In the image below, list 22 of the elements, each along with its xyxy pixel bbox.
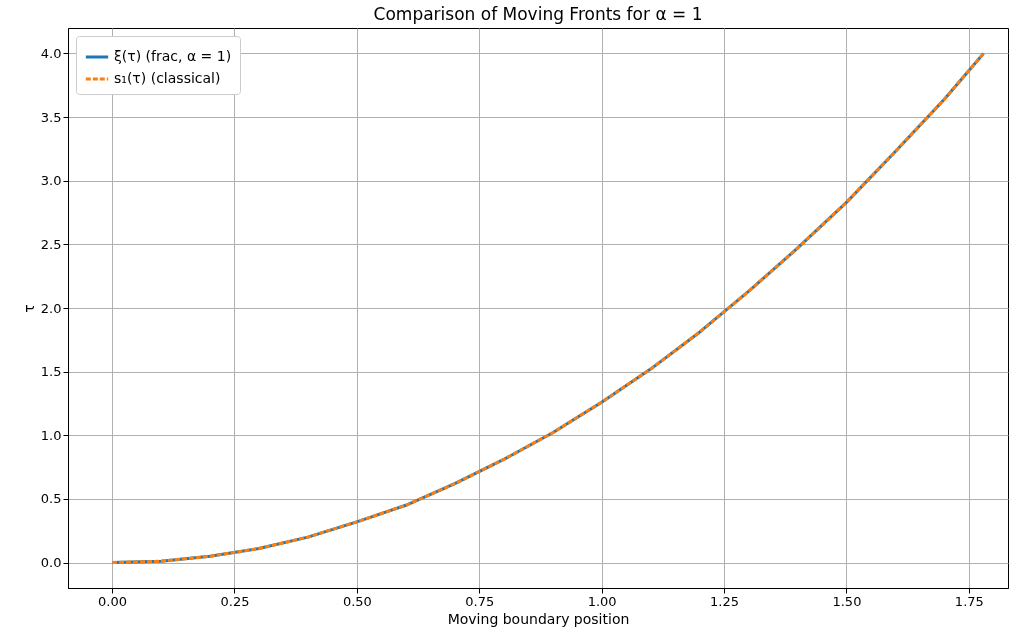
y-tick-label: 0.5 bbox=[40, 491, 62, 507]
y-tick-label: 1.5 bbox=[40, 364, 62, 380]
x-tick-label: 0.50 bbox=[342, 593, 372, 609]
x-tick-label: 1.00 bbox=[587, 593, 617, 609]
x-tick-label: 1.25 bbox=[710, 593, 740, 609]
y-tick-label: 1.0 bbox=[40, 427, 62, 443]
x-axis-title: Moving boundary position bbox=[447, 610, 630, 627]
y-tick-label: 2.0 bbox=[40, 300, 62, 316]
y-axis-title: τ bbox=[20, 304, 37, 313]
chart-title: Comparison of Moving Fronts for α = 1 bbox=[373, 4, 703, 24]
y-tick-label: 2.5 bbox=[40, 236, 62, 252]
x-tick-label: 0.25 bbox=[220, 593, 250, 609]
x-tick-label: 1.50 bbox=[832, 593, 862, 609]
legend-label: ξ(τ) (frac, α = 1) bbox=[114, 48, 232, 64]
x-tick-label: 0.75 bbox=[465, 593, 495, 609]
x-tick-label: 0.00 bbox=[98, 593, 128, 609]
y-tick-label: 3.5 bbox=[40, 109, 62, 125]
x-tick-label: 1.75 bbox=[954, 593, 984, 609]
legend-label: s₁(τ) (classical) bbox=[114, 70, 221, 86]
y-tick-label: 3.0 bbox=[40, 173, 62, 189]
y-tick-label: 4.0 bbox=[40, 45, 62, 61]
y-tick-label: 0.0 bbox=[40, 555, 62, 571]
